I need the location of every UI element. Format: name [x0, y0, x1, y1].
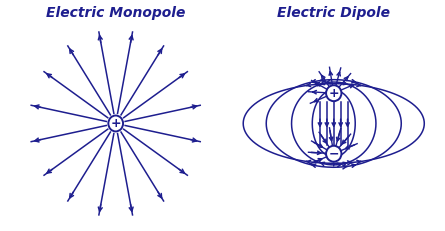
Circle shape	[326, 146, 341, 162]
Circle shape	[108, 116, 123, 131]
Text: +: +	[328, 87, 339, 100]
Text: Electric Dipole: Electric Dipole	[277, 6, 390, 20]
Circle shape	[326, 85, 341, 101]
Text: +: +	[110, 117, 121, 130]
Text: Electric Monopole: Electric Monopole	[46, 6, 186, 20]
Text: −: −	[328, 147, 339, 160]
